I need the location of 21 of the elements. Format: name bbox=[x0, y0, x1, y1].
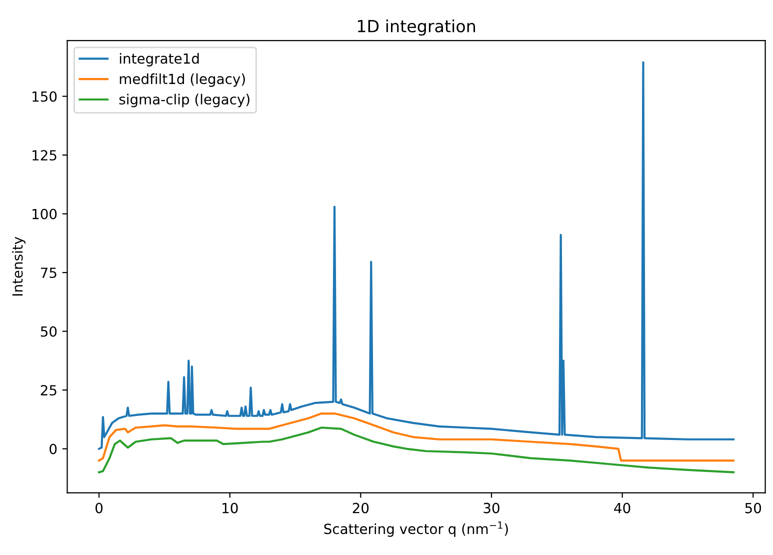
x-tick-label: 30 bbox=[484, 502, 500, 514]
y-axis-title: Intensity bbox=[12, 236, 26, 296]
y-tick-label: 150 bbox=[32, 91, 57, 102]
legend-label: integrate1d bbox=[120, 53, 199, 66]
x-tick-label: 20 bbox=[352, 502, 369, 514]
x-axis-title: Scattering vector q (nm$^{−1}$) bbox=[324, 522, 508, 537]
legend-label: sigma-clip (legacy) bbox=[119, 94, 250, 108]
legend-label: medfilt1d (legacy) bbox=[120, 73, 245, 87]
x-tick-label: 40 bbox=[614, 502, 630, 514]
line-series bbox=[98, 426, 735, 474]
chart-title: 1D integration bbox=[358, 20, 475, 36]
x-tick-label: 10 bbox=[222, 502, 238, 514]
y-tick-label: 125 bbox=[32, 150, 56, 161]
y-tick-label: 100 bbox=[32, 208, 57, 220]
line-series bbox=[98, 412, 735, 462]
y-tick-label: 75 bbox=[40, 268, 56, 278]
x-tick-label: 50 bbox=[745, 502, 762, 514]
y-tick-label: 50 bbox=[40, 326, 57, 337]
y-tick-label: 25 bbox=[40, 385, 56, 396]
x-tick-label: 0 bbox=[96, 502, 103, 514]
y-tick-label: 0 bbox=[50, 444, 57, 454]
